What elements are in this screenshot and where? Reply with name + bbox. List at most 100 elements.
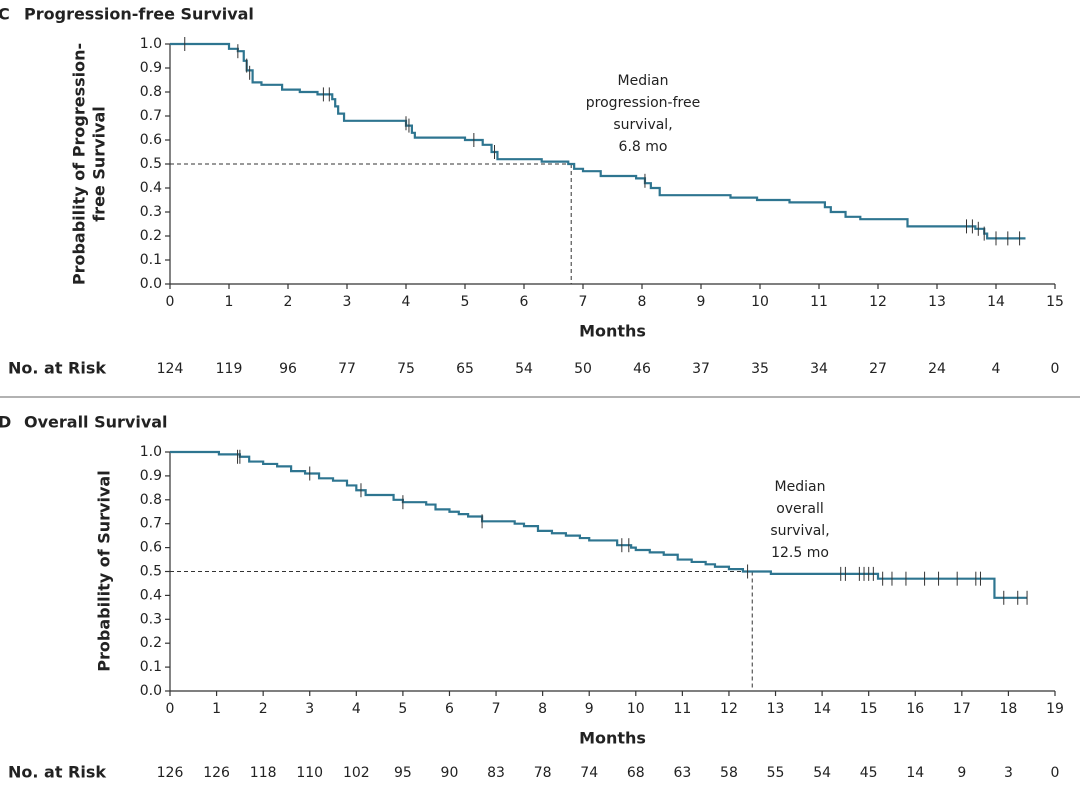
at-risk-count: 54: [515, 361, 533, 377]
at-risk-count: 24: [928, 361, 946, 377]
x-tick-label: 5: [398, 701, 407, 717]
at-risk-count: 110: [296, 765, 323, 781]
annotation: 6.8 mo: [619, 139, 668, 155]
y-tick-label: 0.9: [140, 468, 162, 484]
x-tick-label: 0: [166, 701, 175, 717]
at-risk-count: 90: [441, 765, 459, 781]
at-risk-count: 119: [216, 361, 243, 377]
at-risk-count: 9: [957, 765, 966, 781]
x-tick-label: 18: [1000, 701, 1018, 717]
y-tick-label: 1.0: [140, 36, 162, 52]
at-risk-count: 118: [250, 765, 277, 781]
x-tick-label: 19: [1046, 701, 1064, 717]
at-risk-count: 50: [574, 361, 592, 377]
y-tick-label: 0.1: [140, 252, 162, 268]
panel-title: Progression-free Survival: [24, 5, 254, 24]
x-tick-label: 12: [720, 701, 738, 717]
x-tick-label: 13: [928, 294, 946, 310]
at-risk-count: 63: [673, 765, 691, 781]
at-risk-count: 75: [397, 361, 415, 377]
at-risk-count: 124: [157, 361, 184, 377]
risk-label: No. at Risk: [8, 359, 106, 378]
y-tick-label: 1.0: [140, 444, 162, 460]
y-tick-label: 0.0: [140, 683, 162, 699]
y-tick-label: 0.4: [140, 180, 162, 196]
at-risk-count: 126: [157, 765, 184, 781]
x-tick-label: 7: [579, 294, 588, 310]
x-axis-title: Months: [579, 729, 646, 748]
x-tick-label: 17: [953, 701, 971, 717]
y-tick-label: 0.5: [140, 564, 162, 580]
y-tick-label: 0.7: [140, 516, 162, 532]
at-risk-count: 0: [1051, 361, 1060, 377]
at-risk-count: 37: [692, 361, 710, 377]
x-tick-label: 7: [492, 701, 501, 717]
at-risk-count: 95: [394, 765, 412, 781]
x-tick-label: 4: [402, 294, 411, 310]
at-risk-count: 126: [203, 765, 230, 781]
y-tick-label: 0.8: [140, 492, 162, 508]
survival-curve: [170, 42, 1026, 240]
x-tick-label: 0: [166, 294, 175, 310]
y-tick-label: 0.6: [140, 540, 162, 556]
annotation: survival,: [770, 523, 829, 539]
x-tick-label: 2: [259, 701, 268, 717]
x-tick-label: 5: [461, 294, 470, 310]
at-risk-count: 68: [627, 765, 645, 781]
x-tick-label: 11: [810, 294, 828, 310]
y-tick-label: 0.9: [140, 60, 162, 76]
x-tick-label: 1: [212, 701, 221, 717]
x-tick-label: 12: [869, 294, 887, 310]
x-tick-label: 15: [860, 701, 878, 717]
at-risk-count: 34: [810, 361, 828, 377]
at-risk-count: 78: [534, 765, 552, 781]
x-tick-label: 3: [305, 701, 314, 717]
x-tick-label: 2: [284, 294, 293, 310]
y-axis-title: free Survival: [90, 106, 109, 222]
x-tick-label: 11: [673, 701, 691, 717]
y-tick-label: 0.3: [140, 204, 162, 220]
survival-curve: [170, 450, 1028, 599]
x-tick-label: 15: [1046, 294, 1064, 310]
x-tick-label: 9: [697, 294, 706, 310]
x-tick-label: 4: [352, 701, 361, 717]
at-risk-count: 0: [1051, 765, 1060, 781]
x-tick-label: 8: [638, 294, 647, 310]
at-risk-count: 83: [487, 765, 505, 781]
x-tick-label: 13: [767, 701, 785, 717]
y-tick-label: 0.4: [140, 587, 162, 603]
at-risk-count: 14: [906, 765, 924, 781]
y-tick-label: 0.3: [140, 611, 162, 627]
y-tick-label: 0.5: [140, 156, 162, 172]
at-risk-count: 77: [338, 361, 356, 377]
at-risk-count: 45: [860, 765, 878, 781]
at-risk-count: 27: [869, 361, 887, 377]
x-tick-label: 14: [987, 294, 1005, 310]
at-risk-count: 35: [751, 361, 769, 377]
at-risk-count: 4: [992, 361, 1001, 377]
at-risk-count: 46: [633, 361, 651, 377]
annotation: survival,: [613, 117, 672, 133]
x-tick-label: 9: [585, 701, 594, 717]
x-tick-label: 10: [627, 701, 645, 717]
y-tick-label: 0.6: [140, 132, 162, 148]
y-tick-label: 0.2: [140, 228, 162, 244]
y-tick-label: 0.2: [140, 635, 162, 651]
at-risk-count: 96: [279, 361, 297, 377]
x-tick-label: 16: [906, 701, 924, 717]
x-tick-label: 1: [225, 294, 234, 310]
panel-title: Overall Survival: [24, 413, 168, 432]
at-risk-count: 3: [1004, 765, 1013, 781]
risk-label: No. at Risk: [8, 763, 106, 782]
x-tick-label: 10: [751, 294, 769, 310]
x-tick-label: 8: [538, 701, 547, 717]
annotation: overall: [776, 501, 824, 517]
y-tick-label: 0.8: [140, 84, 162, 100]
at-risk-count: 65: [456, 361, 474, 377]
at-risk-count: 58: [720, 765, 738, 781]
annotation: progression-free: [586, 95, 700, 111]
annotation: Median: [618, 73, 669, 89]
y-axis-title: Probability of Survival: [95, 470, 114, 671]
annotation: 12.5 mo: [771, 545, 829, 561]
